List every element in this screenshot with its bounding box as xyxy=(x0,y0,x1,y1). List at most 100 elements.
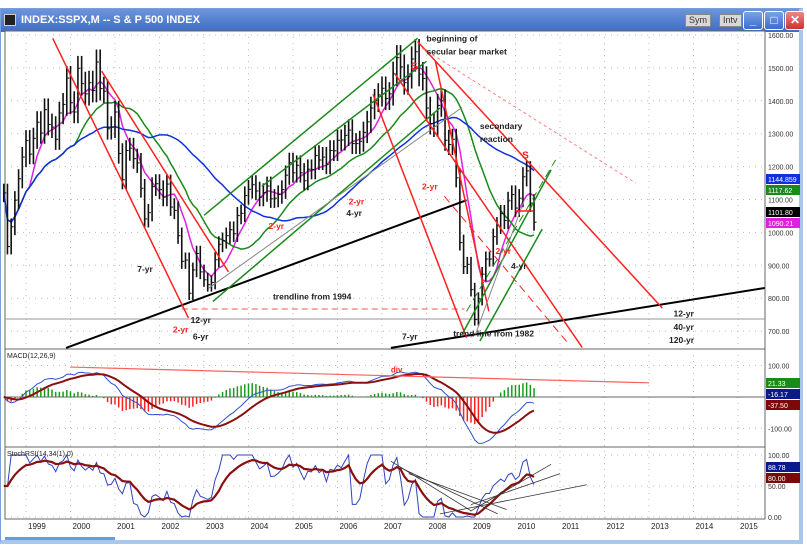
trendline xyxy=(394,74,583,348)
trendline xyxy=(372,93,468,338)
stoch-trendline xyxy=(399,467,498,515)
chart-annotation: beginning of xyxy=(427,34,478,44)
stoch-rsi-label: StochRSI(14,34(1),0) xyxy=(7,451,73,458)
trendline xyxy=(101,70,230,273)
trendline xyxy=(434,61,490,312)
year-tick-label: 2000 xyxy=(73,522,91,531)
trendline xyxy=(208,106,463,289)
last-value-ma_short: 1090.21 xyxy=(768,221,793,228)
year-tick-label: 1999 xyxy=(28,522,46,531)
macd-last-signal: -37.50 xyxy=(768,403,788,410)
chart-annotation: 12-yr xyxy=(673,308,694,318)
chart-annotation: 7-yr xyxy=(137,264,153,274)
year-tick-label: 2007 xyxy=(384,522,402,531)
macd-signal-line xyxy=(3,372,535,434)
year-tick-label: 2013 xyxy=(651,522,669,531)
chart-annotation: trend line from 1982 xyxy=(453,328,534,338)
chart-annotation: 120-yr xyxy=(669,335,695,345)
year-tick-label: 2015 xyxy=(740,522,758,531)
chart-annotation: 6-yr xyxy=(193,331,209,341)
stoch-rsi-line xyxy=(3,453,535,518)
price-tick-label: 900.00 xyxy=(768,263,790,270)
stoch-rsi-panel xyxy=(4,446,766,520)
horizontal-scrollbar-thumb[interactable] xyxy=(5,537,115,540)
year-tick-label: 2009 xyxy=(473,522,491,531)
trendline xyxy=(390,287,765,349)
trendline xyxy=(261,60,427,187)
chart-annotation: S xyxy=(411,62,418,73)
price-tick-label: 1100.00 xyxy=(768,198,793,205)
chart-annotation: 2-yr xyxy=(422,182,438,192)
year-tick-label: 2012 xyxy=(607,522,625,531)
price-tick-label: 1400.00 xyxy=(768,99,793,106)
chart-annotation: 40-yr xyxy=(673,322,694,332)
macd-tick-label: -100.00 xyxy=(768,427,792,434)
trendline xyxy=(479,228,543,342)
macd-tick-label: 100.00 xyxy=(768,364,790,371)
stoch-tick-label: 0.00 xyxy=(768,515,782,522)
minimize-button[interactable]: _ xyxy=(743,11,763,30)
app-icon xyxy=(4,14,16,26)
stoch-trendline xyxy=(470,473,561,505)
chart-annotation: trendline from 1994 xyxy=(273,292,352,302)
last-value-badge xyxy=(766,185,800,195)
title-bar[interactable]: INDEX:SSPX,M -- S & P 500 INDEX Sym Intv… xyxy=(1,9,805,32)
stoch-tick-label: 100.00 xyxy=(768,453,790,460)
stoch-tick-label: 50.00 xyxy=(768,484,786,491)
stoch-last-k: 88.78 xyxy=(768,465,786,472)
trendline xyxy=(203,37,419,216)
trendline xyxy=(474,199,525,335)
chart-annotation: 4-yr xyxy=(511,261,527,271)
chart-annotation: 2-yr xyxy=(269,221,285,231)
year-tick-label: 2002 xyxy=(162,522,180,531)
chart-annotation: secular bear market xyxy=(427,47,507,57)
chart-annotation: 2-yr xyxy=(495,246,511,256)
price-tick-label: 1200.00 xyxy=(768,165,793,172)
macd-last-hist: 21.33 xyxy=(768,381,786,388)
macd-last-macd: -16.17 xyxy=(768,392,788,399)
price-tick-label: 800.00 xyxy=(768,296,790,303)
year-tick-label: 2011 xyxy=(562,522,580,531)
year-tick-label: 2008 xyxy=(429,522,447,531)
chart-annotation: 2-yr xyxy=(349,196,365,206)
year-tick-label: 2003 xyxy=(206,522,224,531)
sym-button[interactable]: Sym xyxy=(685,14,711,27)
window-title: INDEX:SSPX,M -- S & P 500 INDEX xyxy=(21,14,200,26)
close-button[interactable]: ✕ xyxy=(785,11,805,30)
year-tick-label: 2005 xyxy=(295,522,313,531)
trendline xyxy=(461,169,552,335)
chart-annotation: reaction xyxy=(480,134,513,144)
year-tick-label: 2004 xyxy=(251,522,269,531)
maximize-button[interactable]: □ xyxy=(764,11,784,30)
price-tick-label: 1300.00 xyxy=(768,132,793,139)
last-value-badge xyxy=(766,174,800,184)
macd-value-badge xyxy=(766,378,800,388)
macd-divergence-line xyxy=(70,366,650,384)
chart-annotation: 4-yr xyxy=(346,208,362,218)
trendline xyxy=(466,159,556,312)
last-value-badge xyxy=(766,218,800,228)
trendline xyxy=(65,199,467,349)
stoch-trendline xyxy=(470,463,552,512)
year-tick-label: 2010 xyxy=(518,522,536,531)
chart-annotation: secondary xyxy=(480,121,523,131)
macd-value-badge xyxy=(766,400,800,410)
last-value-ma_long: 1144.859 xyxy=(768,177,797,184)
price-tick-label: 700.00 xyxy=(768,329,790,336)
trendline xyxy=(443,195,570,345)
last-value-ma_mid: 1117.62 xyxy=(768,188,792,195)
last-value-close: 1101.80 xyxy=(768,210,793,217)
last-value-badge xyxy=(766,207,800,217)
intv-button[interactable]: Intv xyxy=(719,14,742,27)
price-tick-label: 1600.00 xyxy=(768,33,793,40)
macd-value-badge xyxy=(766,389,800,399)
year-tick-label: 2014 xyxy=(696,522,714,531)
price-tick-label: 1500.00 xyxy=(768,66,793,73)
chart-annotation: 12-yr xyxy=(191,315,212,325)
chart-annotation: 2-yr xyxy=(173,325,189,335)
trendline xyxy=(417,41,663,309)
stoch-signal-badge xyxy=(766,473,800,483)
macd-annotation: div xyxy=(391,365,403,374)
year-tick-label: 2001 xyxy=(117,522,135,531)
